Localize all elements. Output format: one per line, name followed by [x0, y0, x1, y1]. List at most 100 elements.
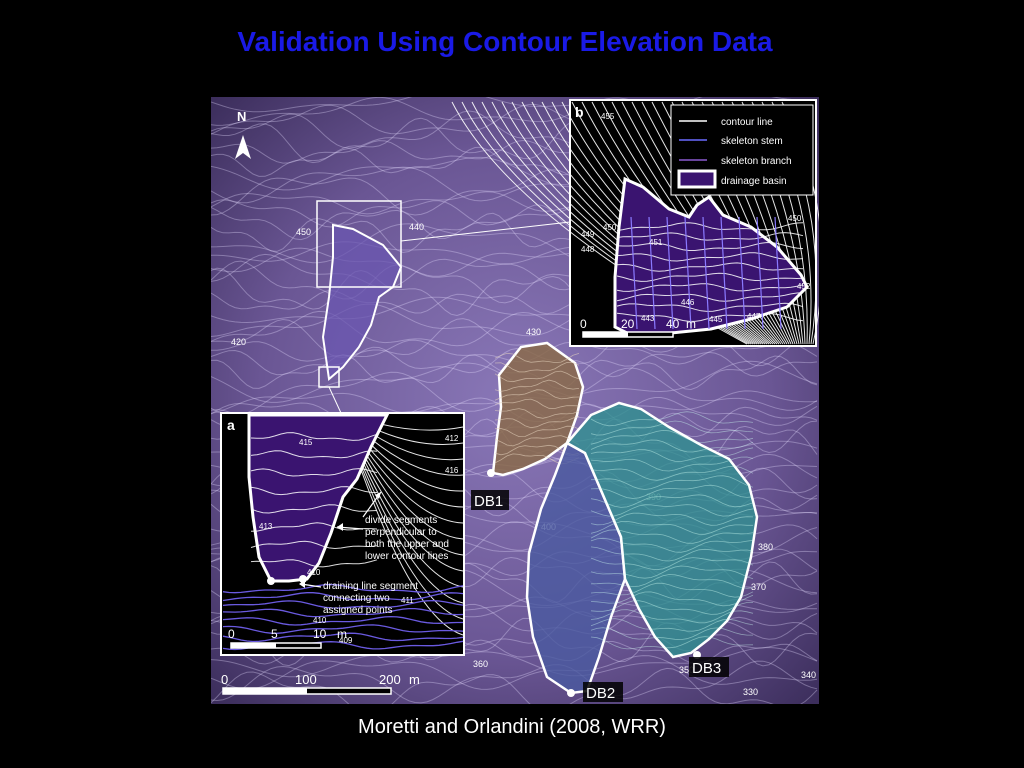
contour-label: 440 — [409, 222, 424, 232]
contour-label: 452 — [797, 282, 811, 291]
contour-line — [211, 655, 818, 690]
panel-b: b contour line skeleton stem skeleton br… — [451, 99, 819, 347]
contour-line — [616, 232, 804, 241]
annotation-line: divide segments — [365, 515, 437, 526]
contour-label: 350 — [679, 665, 694, 675]
contour-line — [616, 292, 804, 302]
contour-line — [211, 346, 818, 378]
contour-label: 370 — [751, 582, 766, 592]
db3-contours — [590, 411, 754, 650]
contour-label: 443 — [641, 314, 655, 323]
contour-line — [590, 537, 754, 553]
db1-contours — [494, 352, 580, 465]
contour-line — [616, 222, 804, 232]
legend-branch: skeleton branch — [721, 156, 792, 167]
contour-line — [222, 624, 464, 634]
contour-label: 446 — [681, 298, 695, 307]
contour-line — [590, 600, 754, 615]
contour-line — [211, 667, 818, 704]
contour-label: 340 — [801, 670, 816, 680]
contour-line — [222, 615, 463, 626]
contour-line — [616, 283, 804, 292]
contour-line — [590, 557, 754, 571]
main-scale-bar: 0 100 200 m — [221, 672, 420, 695]
scale-tick: 10 — [313, 627, 327, 641]
panel-b-legend: contour line skeleton stem skeleton bran… — [670, 104, 814, 196]
contour-line — [590, 609, 754, 624]
zoom-box-b — [316, 200, 402, 288]
panel-b-label: b — [575, 104, 584, 120]
north-label: N — [237, 109, 246, 124]
scale-tick: 0 — [580, 317, 587, 331]
figure-svg: 450 440 420 430 400 390 380 370 360 350 … — [211, 97, 819, 704]
contour-line — [494, 379, 580, 392]
contour-line — [494, 435, 580, 447]
contour-line — [250, 522, 378, 532]
contour-line — [590, 420, 754, 436]
contour-line — [350, 438, 464, 620]
contour-label: 430 — [526, 327, 541, 337]
scale-tick: 5 — [271, 627, 278, 641]
scale-unit: m — [337, 627, 347, 641]
annotation-line: lower contour lines — [365, 551, 448, 562]
basin-labels: DB1 DB2 DB3 — [471, 490, 729, 702]
contour-line — [494, 398, 580, 409]
contour-line — [250, 486, 378, 496]
arrowhead-icon — [299, 580, 305, 588]
contour-line — [211, 97, 818, 113]
legend-basin: drainage basin — [721, 176, 787, 187]
annotation-line: assigned points — [323, 605, 393, 616]
north-arrow-icon: N — [235, 109, 251, 159]
contour-line — [211, 660, 818, 704]
contour-line — [738, 216, 746, 330]
contour-line — [590, 546, 754, 562]
contour-label: 411 — [401, 596, 414, 605]
label-db3: DB3 — [692, 660, 721, 677]
basin-db1 — [491, 341, 585, 477]
contour-line — [616, 241, 804, 251]
contour-line — [616, 272, 804, 282]
contour-line — [590, 618, 754, 632]
annotation-line: connecting two — [323, 593, 390, 604]
annotation-draining: draining line segment connecting two ass… — [323, 581, 418, 616]
contour-line — [590, 627, 753, 641]
contour-label: 330 — [743, 687, 758, 697]
scale-unit: m — [686, 317, 696, 331]
contour-line — [590, 465, 754, 481]
outlet-db1 — [487, 469, 495, 477]
basin-db3 — [565, 401, 759, 659]
outlet-db2 — [567, 689, 575, 697]
annotation-line: perpendicular to — [365, 527, 437, 538]
contour-line — [250, 468, 378, 477]
contour-line — [222, 583, 464, 594]
contour-line — [250, 504, 378, 514]
connector-line — [328, 386, 342, 414]
panel-a: a 415 413 416 412 410 411 410 409 divide… — [220, 412, 465, 656]
scale-tick: 0 — [228, 627, 235, 641]
panel-a-basin — [247, 413, 390, 583]
contour-label: 455 — [601, 112, 615, 121]
contour-label: 449 — [581, 230, 595, 239]
contour-line — [590, 582, 754, 598]
scale-tick: 40 — [666, 317, 680, 331]
panel-a-label: a — [227, 417, 235, 433]
contour-label: 448 — [581, 245, 595, 254]
contour-line — [350, 440, 464, 636]
contour-line — [666, 216, 674, 330]
contour-line — [350, 436, 464, 604]
contour-label: 409 — [339, 636, 353, 645]
contour-line — [648, 216, 656, 330]
contour-line — [494, 389, 580, 401]
annotation-divide: divide segments perpendicular to both th… — [365, 515, 449, 562]
contour-line — [222, 607, 464, 618]
legend-stem: skeleton stem — [721, 136, 783, 147]
contour-line — [494, 408, 580, 419]
annotation-line: draining line segment — [323, 581, 418, 592]
panel-b-contour-labels: 455 449 448 450 451 446 445 447 452 450 … — [581, 112, 811, 324]
contour-line — [774, 216, 782, 330]
contour-line — [250, 432, 378, 441]
contour-line — [590, 439, 754, 453]
connector-line — [400, 221, 571, 242]
contour-label: 450 — [296, 227, 311, 237]
small-basin — [321, 223, 403, 381]
